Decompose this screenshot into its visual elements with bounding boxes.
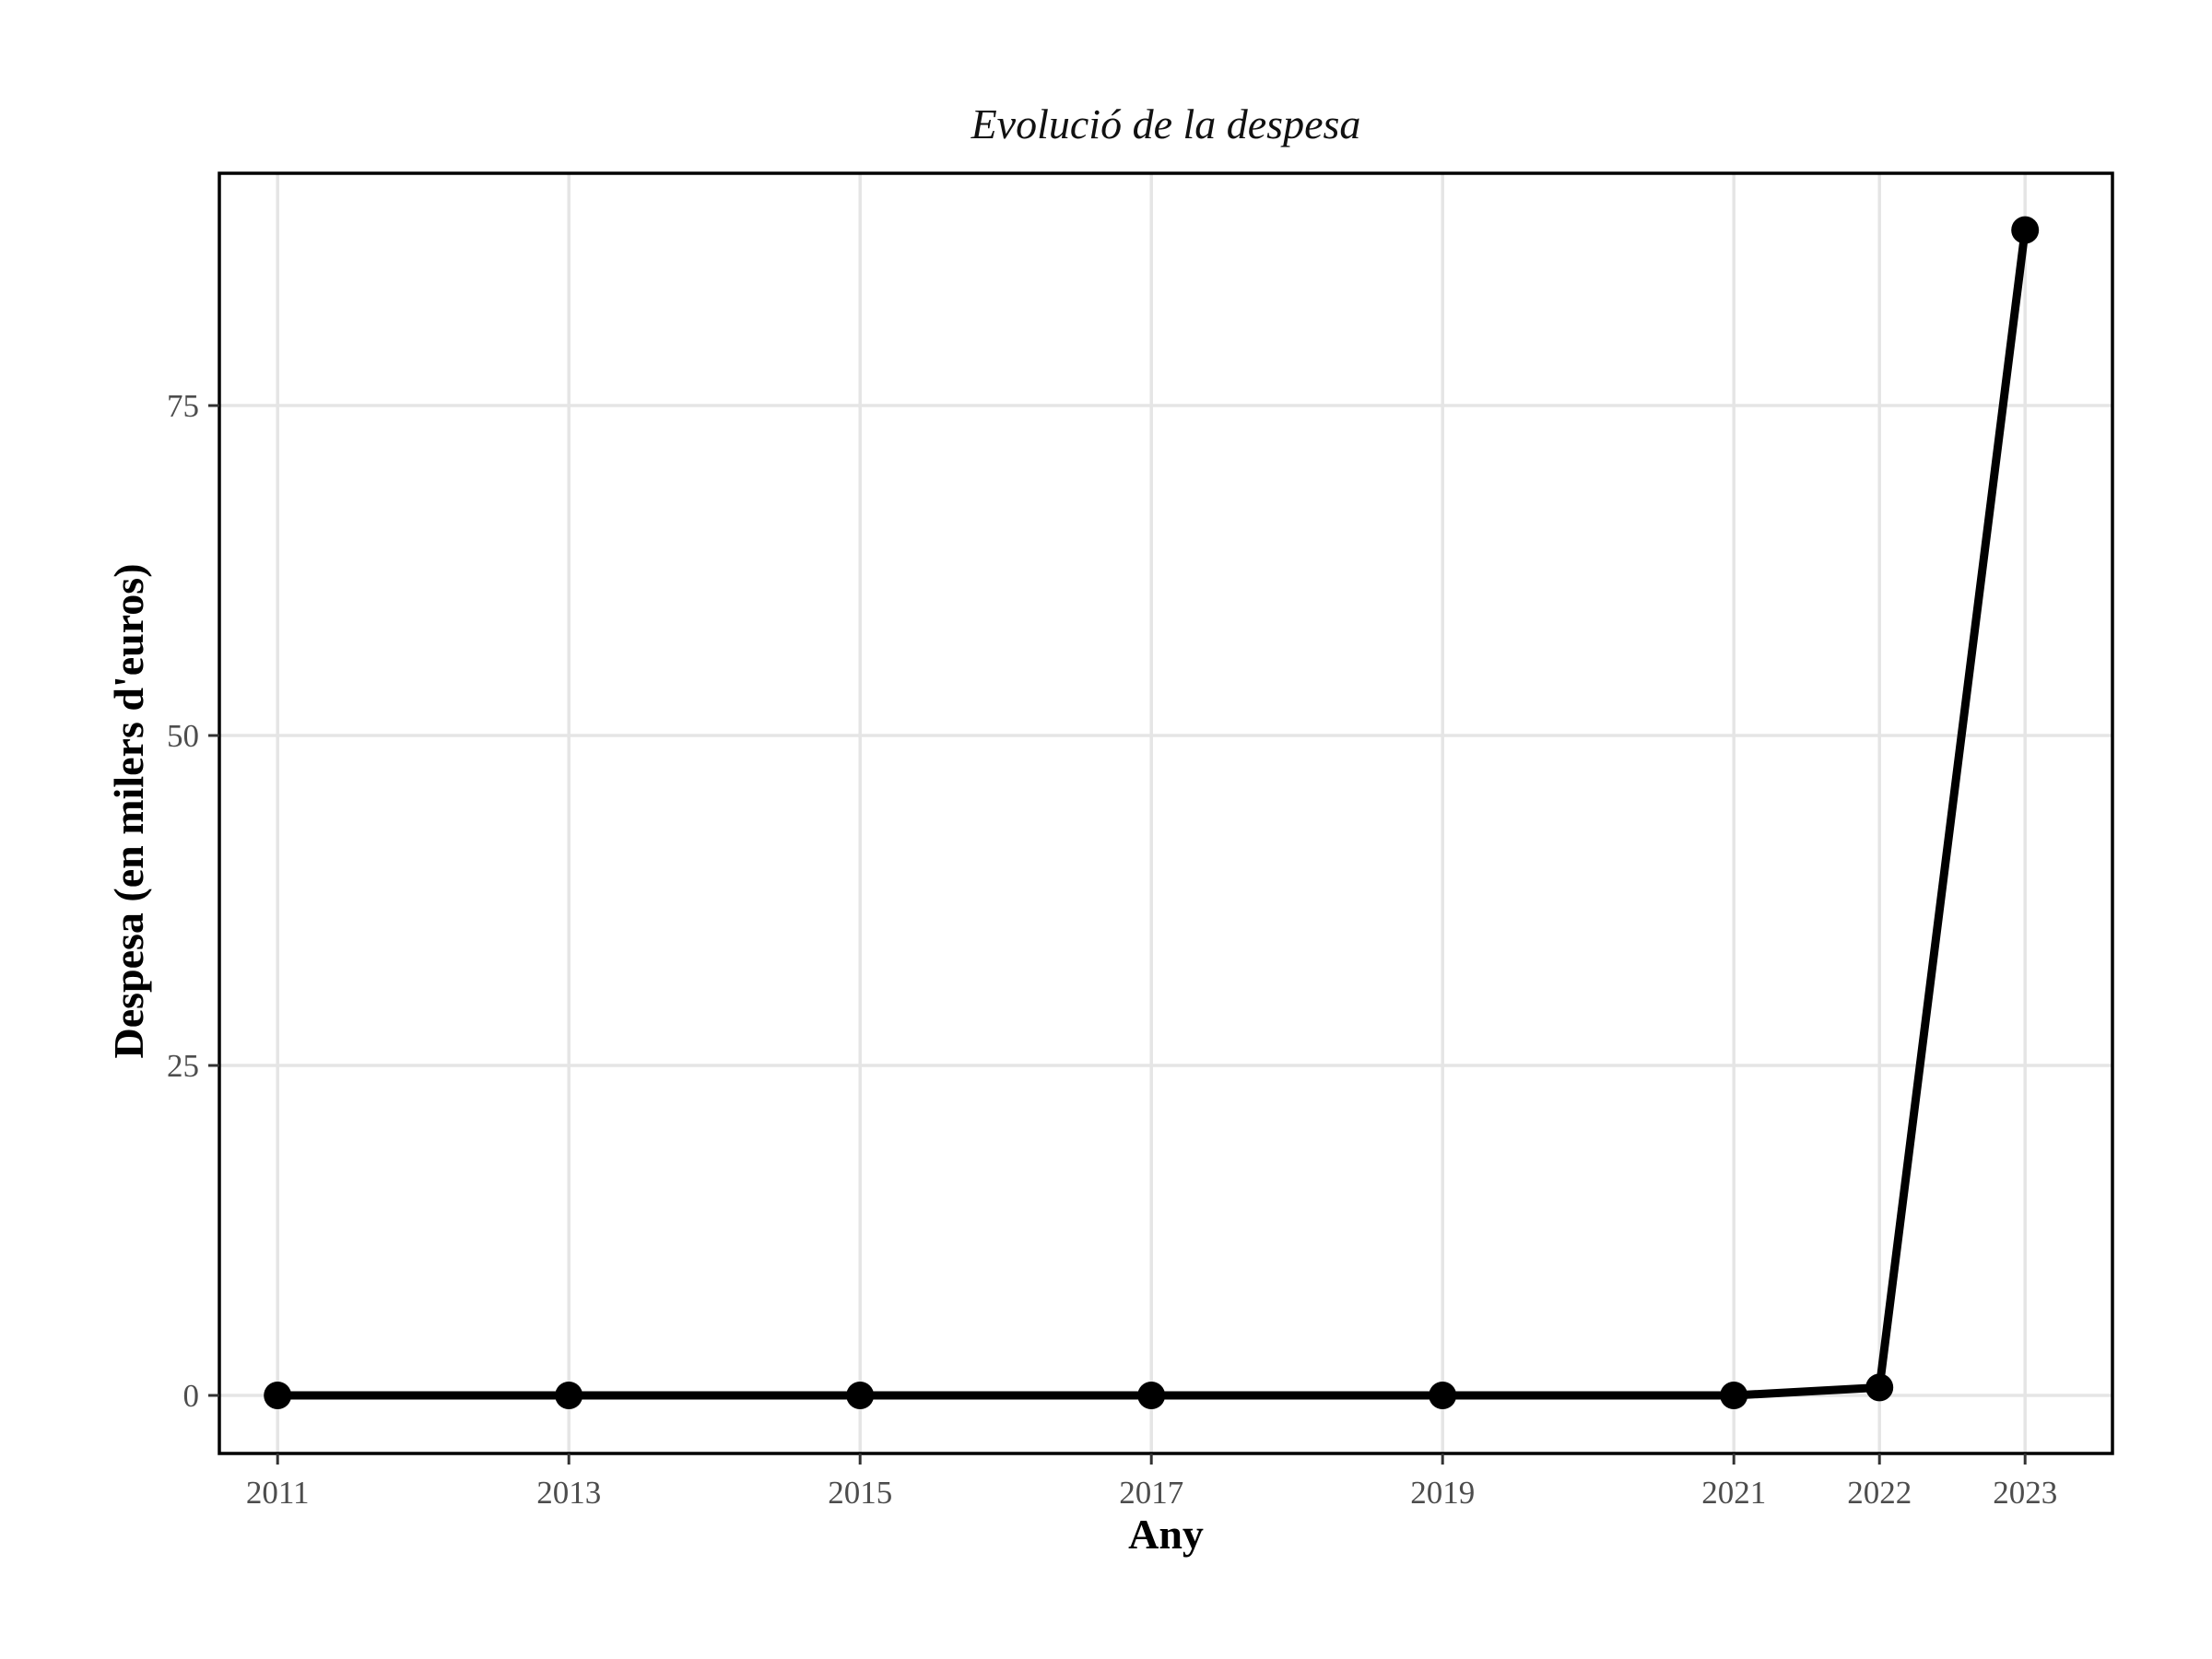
x-tick-label: 2011 <box>246 1475 310 1511</box>
y-tick-label: 75 <box>167 388 199 424</box>
x-tick-label: 2021 <box>1701 1475 1766 1511</box>
x-tick-label: 2022 <box>1847 1475 1912 1511</box>
x-tick-label: 2015 <box>828 1475 892 1511</box>
data-point <box>555 1381 583 1409</box>
data-point <box>1137 1381 1166 1409</box>
x-tick-label: 2017 <box>1119 1475 1183 1511</box>
x-tick-label: 2023 <box>1993 1475 2057 1511</box>
chart-title: Evolució de la despesa <box>971 100 1361 147</box>
y-axis-title: Despesa (en milers d'euros) <box>105 563 152 1058</box>
axis-ticks: 2011 2013 2015 2017 2019 2021 2022 2023 0 25 50 75 <box>167 388 2057 1511</box>
y-tick-label: 25 <box>167 1048 199 1084</box>
data-point <box>1429 1381 1457 1409</box>
x-tick-label: 2019 <box>1410 1475 1475 1511</box>
y-tick-label: 0 <box>183 1378 200 1414</box>
data-series <box>264 216 2040 1409</box>
y-tick-label: 50 <box>167 718 199 754</box>
x-axis-title: Any <box>1128 1511 1204 1558</box>
series-line <box>273 226 2030 1400</box>
data-point <box>846 1381 875 1409</box>
data-point <box>2011 216 2040 244</box>
data-point <box>1720 1381 1748 1409</box>
x-tick-label: 2013 <box>536 1475 601 1511</box>
data-point <box>1865 1373 1894 1402</box>
data-point <box>264 1381 292 1409</box>
plot-panel-border <box>218 171 2114 1455</box>
